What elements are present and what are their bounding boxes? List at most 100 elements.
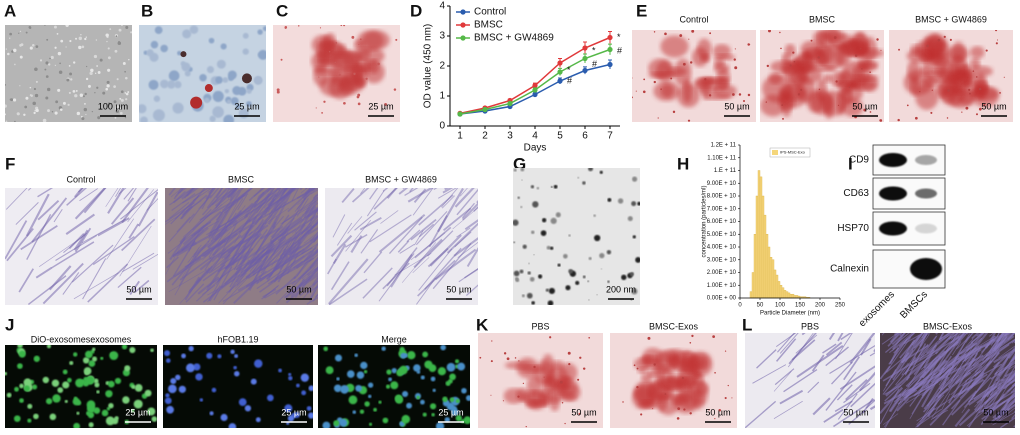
fiber xyxy=(951,390,978,416)
cell xyxy=(996,39,999,41)
sample-label: exosomes xyxy=(857,289,897,329)
cell xyxy=(968,88,971,91)
cell xyxy=(308,385,313,392)
fiber xyxy=(360,188,366,195)
fiber xyxy=(901,344,929,363)
x-axis-label: Days xyxy=(524,143,547,154)
fiber xyxy=(911,333,924,346)
fiber xyxy=(177,188,188,194)
cell xyxy=(704,78,707,81)
stain xyxy=(693,77,715,88)
cell xyxy=(199,74,207,82)
cell xyxy=(45,398,53,405)
cell xyxy=(906,104,909,107)
cell xyxy=(235,104,241,109)
cell xyxy=(85,411,91,416)
fiber xyxy=(252,188,295,225)
cell xyxy=(689,61,693,64)
fiber xyxy=(885,333,910,353)
cell xyxy=(687,119,691,122)
cell xyxy=(647,336,651,340)
cell xyxy=(323,100,326,103)
cell xyxy=(167,384,177,394)
cell xyxy=(548,287,555,295)
cell xyxy=(513,241,516,244)
bar xyxy=(791,293,795,299)
fiber xyxy=(904,333,925,345)
fiber xyxy=(944,333,966,354)
cell xyxy=(817,56,821,59)
fiber xyxy=(373,188,398,210)
cell xyxy=(632,235,636,239)
cell xyxy=(437,367,447,376)
x-tick-label: 200 xyxy=(815,303,826,309)
fiber xyxy=(306,266,318,276)
cell xyxy=(29,46,33,50)
cell xyxy=(92,347,96,351)
cell xyxy=(107,380,115,388)
scale-label: 25 µm xyxy=(125,407,150,417)
stain xyxy=(541,353,555,379)
fiber xyxy=(237,195,248,211)
cell xyxy=(101,409,109,417)
fiber xyxy=(271,188,295,228)
fiber xyxy=(466,247,478,267)
cell xyxy=(23,378,32,387)
cell xyxy=(85,77,89,81)
cell xyxy=(455,415,462,422)
fiber xyxy=(424,247,462,290)
fiber xyxy=(73,272,119,300)
fiber xyxy=(380,210,399,224)
fiber xyxy=(465,284,478,296)
cell xyxy=(39,59,43,62)
x-tick-label: 5 xyxy=(557,131,563,142)
fiber xyxy=(823,408,844,423)
cell xyxy=(343,101,346,105)
cell xyxy=(188,345,194,352)
fiber xyxy=(229,195,277,226)
cell xyxy=(365,77,368,80)
cell xyxy=(593,214,596,217)
cell xyxy=(334,354,343,362)
fiber xyxy=(996,333,1011,343)
cell xyxy=(90,68,94,73)
stain xyxy=(970,46,985,59)
cell xyxy=(29,86,32,89)
cell xyxy=(352,410,357,414)
cell xyxy=(622,401,624,403)
fiber xyxy=(260,227,280,240)
fiber xyxy=(199,192,249,221)
cell xyxy=(529,277,535,282)
cell xyxy=(34,93,39,98)
cell xyxy=(105,33,109,37)
fiber xyxy=(215,188,231,209)
cell xyxy=(95,72,97,74)
cell xyxy=(491,340,493,342)
fiber xyxy=(240,228,268,266)
cell xyxy=(49,57,51,60)
cell xyxy=(635,257,640,263)
fiber xyxy=(889,333,900,343)
fiber xyxy=(1000,417,1015,428)
cell xyxy=(14,386,19,392)
fiber xyxy=(457,241,478,259)
cell xyxy=(742,100,746,103)
fiber xyxy=(409,188,414,193)
cell xyxy=(431,413,435,417)
fiber xyxy=(880,365,891,380)
bar xyxy=(769,257,773,299)
cell xyxy=(926,44,929,48)
cell xyxy=(68,91,71,95)
x-tick-label: 150 xyxy=(795,303,806,309)
fiber xyxy=(901,357,937,396)
fiber xyxy=(407,188,434,203)
cell xyxy=(691,30,695,33)
cell xyxy=(232,86,242,96)
cell xyxy=(582,181,586,185)
cell xyxy=(854,54,858,57)
cell xyxy=(206,66,214,74)
panel-label: J xyxy=(5,315,14,334)
cell xyxy=(653,80,656,84)
cell xyxy=(102,91,106,95)
cell xyxy=(430,376,436,382)
